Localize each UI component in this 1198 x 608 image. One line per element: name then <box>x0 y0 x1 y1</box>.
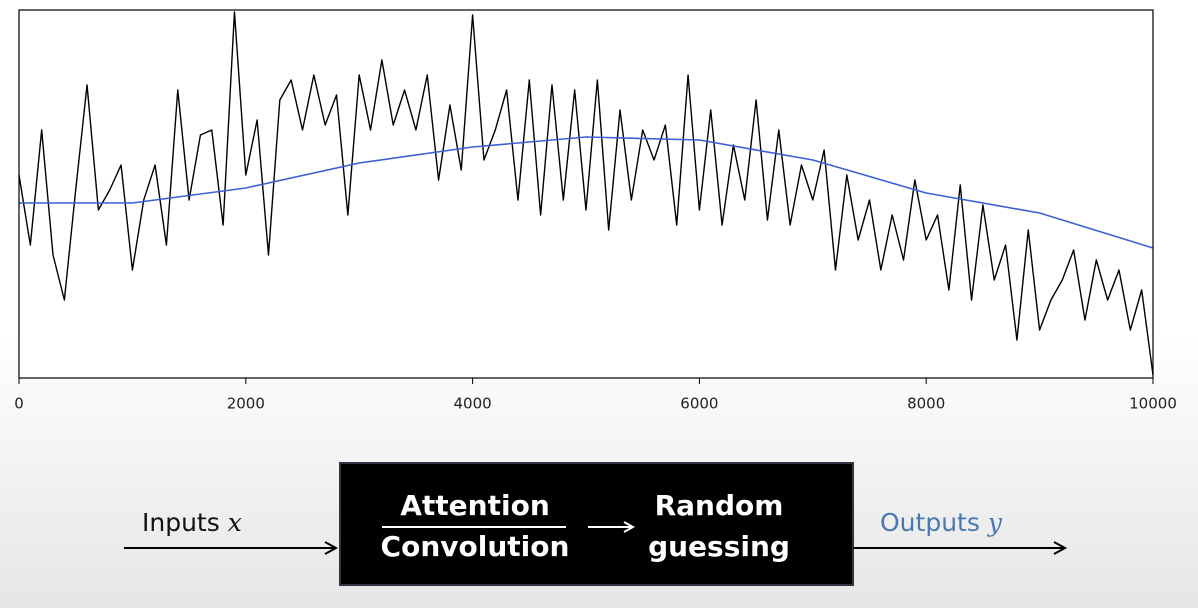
output-label: Outputs y <box>880 508 1003 538</box>
block-line-1: Random <box>655 489 784 522</box>
output-arrowhead <box>1053 541 1068 555</box>
inner-arrowhead <box>623 521 636 533</box>
x-tick-label: 10000 <box>1129 395 1177 413</box>
x-tick-label: 2000 <box>227 395 265 413</box>
input-text: Inputs <box>142 508 220 537</box>
block-line-2: guessing <box>648 530 790 563</box>
model-box <box>339 462 854 586</box>
input-arrowhead <box>324 541 339 555</box>
numerator: Attention <box>400 489 550 522</box>
plot-frame <box>18 9 1154 379</box>
input-var: x <box>228 508 242 537</box>
x-tick-label: 6000 <box>680 395 718 413</box>
output-text: Outputs <box>880 508 980 537</box>
x-tick-label: 0 <box>14 395 24 413</box>
x-tick-label: 8000 <box>907 395 945 413</box>
series-line <box>19 136 1154 249</box>
series-line <box>18 11 1154 376</box>
x-tick-label: 4000 <box>454 395 492 413</box>
plot-area <box>19 10 1153 378</box>
denominator: Convolution <box>381 530 570 563</box>
input-label: Inputs x <box>142 508 242 538</box>
output-var: y <box>987 508 1003 537</box>
